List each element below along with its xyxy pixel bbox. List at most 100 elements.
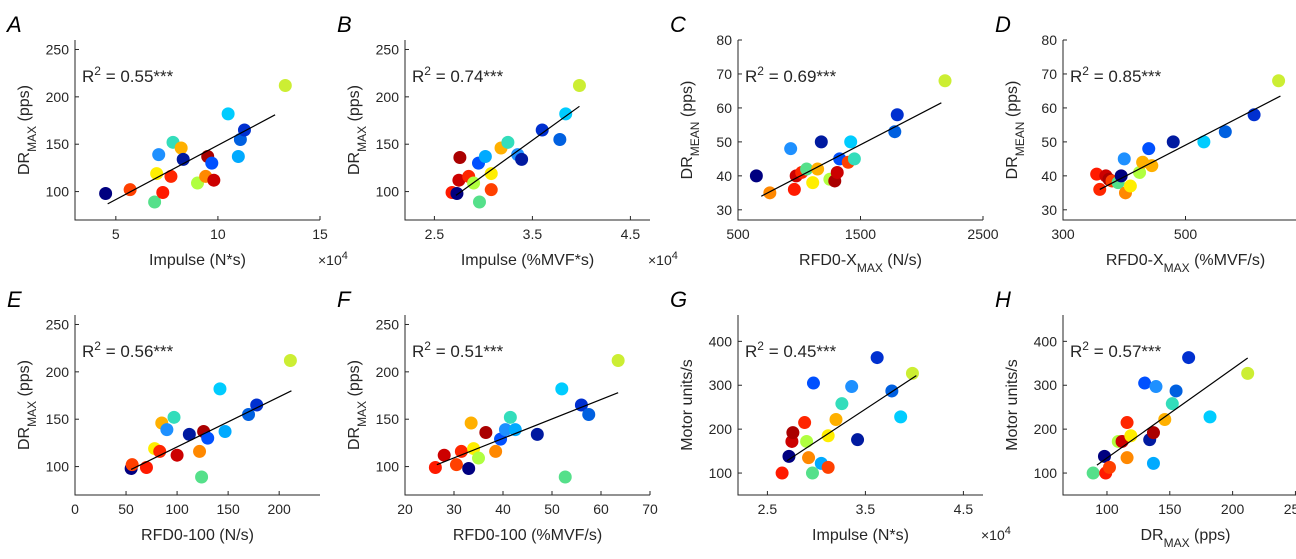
data-point (150, 167, 164, 181)
x-tick-label: 70 (642, 501, 658, 517)
x-tick-label: 150 (216, 501, 240, 517)
regression-line (455, 105, 580, 196)
data-point (472, 195, 486, 209)
y-tick-label: 40 (1041, 168, 1057, 184)
data-point (1145, 159, 1159, 173)
data-point (1158, 412, 1172, 426)
x-tick-label: 1500 (845, 226, 876, 242)
data-point (1123, 179, 1137, 193)
y-tick-label: 100 (376, 459, 400, 475)
data-point (1133, 165, 1147, 179)
x-axis-label: RFD0-XMAX (N/s) (799, 252, 922, 275)
y-tick-label: 150 (46, 136, 70, 152)
data-point (182, 427, 196, 441)
r-squared-annotation: R2 = 0.45*** (745, 339, 837, 361)
data-point (1203, 410, 1217, 424)
y-tick-label: 150 (46, 411, 70, 427)
y-tick-label: 80 (716, 32, 732, 48)
data-point (231, 150, 245, 164)
axes-frame (74, 40, 320, 221)
regression-line (786, 375, 917, 462)
axes-frame (1062, 315, 1296, 496)
data-point (450, 186, 464, 200)
data-point (503, 410, 517, 424)
y-tick-label: 200 (46, 364, 70, 380)
x-axis-label: DRMAX (pps) (1140, 527, 1230, 550)
data-point (805, 466, 819, 480)
panel-g: G 2.5 3.5 4.5 100 200 300 400 Impulse (N*s) ×104 M… (670, 287, 1011, 544)
data-point (164, 169, 178, 183)
data-point (830, 165, 844, 179)
regression-line (436, 392, 619, 466)
y-tick-label: 100 (709, 465, 733, 481)
data-point (775, 466, 789, 480)
data-point (484, 167, 498, 181)
data-point (453, 150, 467, 164)
panel-a: A 5 10 15 100 150 200 250 Impulse (N*s) ×104 DRMAX… (5, 12, 348, 269)
data-point (205, 156, 219, 170)
x-axis-multiplier: ×104 (981, 525, 1011, 543)
data-point (890, 108, 904, 122)
data-point (193, 444, 207, 458)
data-point (1102, 460, 1116, 474)
panel-letter: B (337, 12, 352, 37)
data-point (1086, 466, 1100, 480)
y-tick-label: 300 (709, 377, 733, 393)
data-point (611, 353, 625, 367)
y-tick-label: 70 (1041, 66, 1057, 82)
x-tick-label: 15 (312, 226, 328, 242)
panel-letter: H (995, 287, 1011, 312)
data-point (489, 444, 503, 458)
x-tick-label: 2.5 (425, 226, 445, 242)
panel-h: H 100 150 200 250 100 200 300 400 DRMAX (pps) Moto… (995, 287, 1296, 550)
data-point (207, 173, 221, 187)
data-point (160, 423, 174, 437)
data-point (559, 107, 573, 121)
x-tick-label: 2.5 (758, 501, 778, 517)
data-point (237, 123, 251, 137)
y-tick-label: 70 (716, 66, 732, 82)
data-point (1146, 456, 1160, 470)
y-tick-label: 250 (46, 316, 70, 332)
y-tick-label: 50 (1041, 134, 1057, 150)
x-axis-label: Impulse (N*s) (149, 252, 246, 269)
data-point (278, 78, 292, 92)
data-point (479, 425, 493, 439)
data-point (213, 382, 227, 396)
x-axis-label: Impulse (%MVF*s) (461, 252, 594, 269)
data-point (787, 182, 801, 196)
data-point (283, 353, 297, 367)
y-tick-label: 300 (1034, 377, 1058, 393)
data-point (782, 449, 796, 463)
y-tick-label: 200 (376, 364, 400, 380)
data-point (478, 150, 492, 164)
x-tick-label: 40 (495, 501, 511, 517)
x-tick-label: 60 (593, 501, 609, 517)
y-tick-label: 40 (716, 168, 732, 184)
data-point (814, 135, 828, 149)
data-point (1120, 416, 1134, 430)
panel-letter: C (670, 12, 686, 37)
data-point (123, 183, 137, 197)
y-tick-label: 100 (46, 184, 70, 200)
data-point (1149, 380, 1163, 394)
x-tick-label: 4.5 (621, 226, 641, 242)
data-point (798, 416, 812, 430)
data-point (1218, 125, 1232, 139)
x-tick-label: 100 (165, 501, 189, 517)
y-tick-label: 200 (46, 89, 70, 105)
y-tick-label: 250 (46, 41, 70, 57)
data-point (530, 427, 544, 441)
y-tick-label: 100 (46, 459, 70, 475)
x-tick-label: 2500 (967, 226, 998, 242)
data-point (829, 412, 843, 426)
data-point (1138, 376, 1152, 390)
regression-line (1096, 357, 1249, 466)
axes-frame (737, 315, 983, 496)
panel-letter: F (337, 287, 352, 312)
y-tick-label: 30 (1041, 202, 1057, 218)
y-tick-label: 150 (376, 411, 400, 427)
data-point (437, 448, 451, 462)
data-point (167, 410, 181, 424)
data-point (821, 429, 835, 443)
